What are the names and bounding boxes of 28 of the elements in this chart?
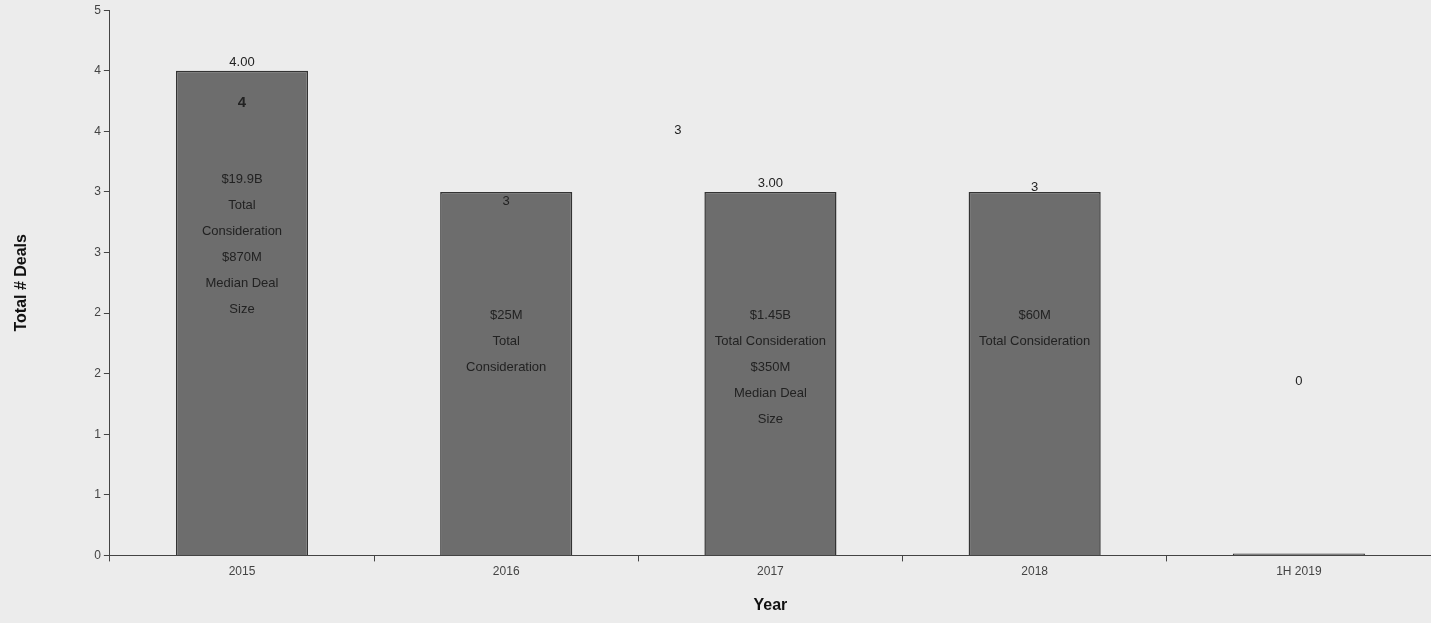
- y-tick-label: 3: [94, 184, 102, 199]
- x-tick-label: 2017: [757, 563, 785, 578]
- annotation: 4: [237, 93, 247, 111]
- data-label: 4.00: [229, 53, 255, 69]
- annotation: $19.9B Total Consideration $870M Median Deal Size: [201, 170, 283, 316]
- y-tick-label: 4: [94, 63, 102, 78]
- y-tick-label: 4: [94, 123, 102, 138]
- x-tick-label: 2016: [492, 563, 520, 578]
- y-tick-label: 5: [94, 2, 102, 17]
- annotation: 3: [674, 121, 682, 137]
- y-tick-label: 2: [94, 305, 102, 320]
- y-tick-label: 2: [94, 365, 102, 380]
- annotation: 3: [1031, 178, 1039, 194]
- x-tick-label: 2018: [1021, 563, 1049, 578]
- x-axis-title: Year: [753, 595, 788, 613]
- y-tick-label: 3: [94, 244, 102, 259]
- annotation: $1.45B Total Consideration $350M Median Deal Size: [714, 307, 827, 427]
- annotation: 0: [1295, 372, 1303, 388]
- y-tick-label: 1: [94, 487, 102, 502]
- data-label: 3.00: [757, 175, 784, 191]
- y-tick-label: 0: [94, 547, 102, 562]
- y-axis-title: Total # Deals: [12, 233, 30, 332]
- y-tick-label: 1: [94, 426, 102, 441]
- annotation: 3: [502, 192, 510, 208]
- x-tick-label: 1H 2019: [1276, 563, 1322, 578]
- annotation: $60M Total Consideration: [979, 307, 1091, 349]
- x-tick-label: 2015: [228, 563, 256, 578]
- annotation: $25M Total Consideration: [466, 307, 547, 375]
